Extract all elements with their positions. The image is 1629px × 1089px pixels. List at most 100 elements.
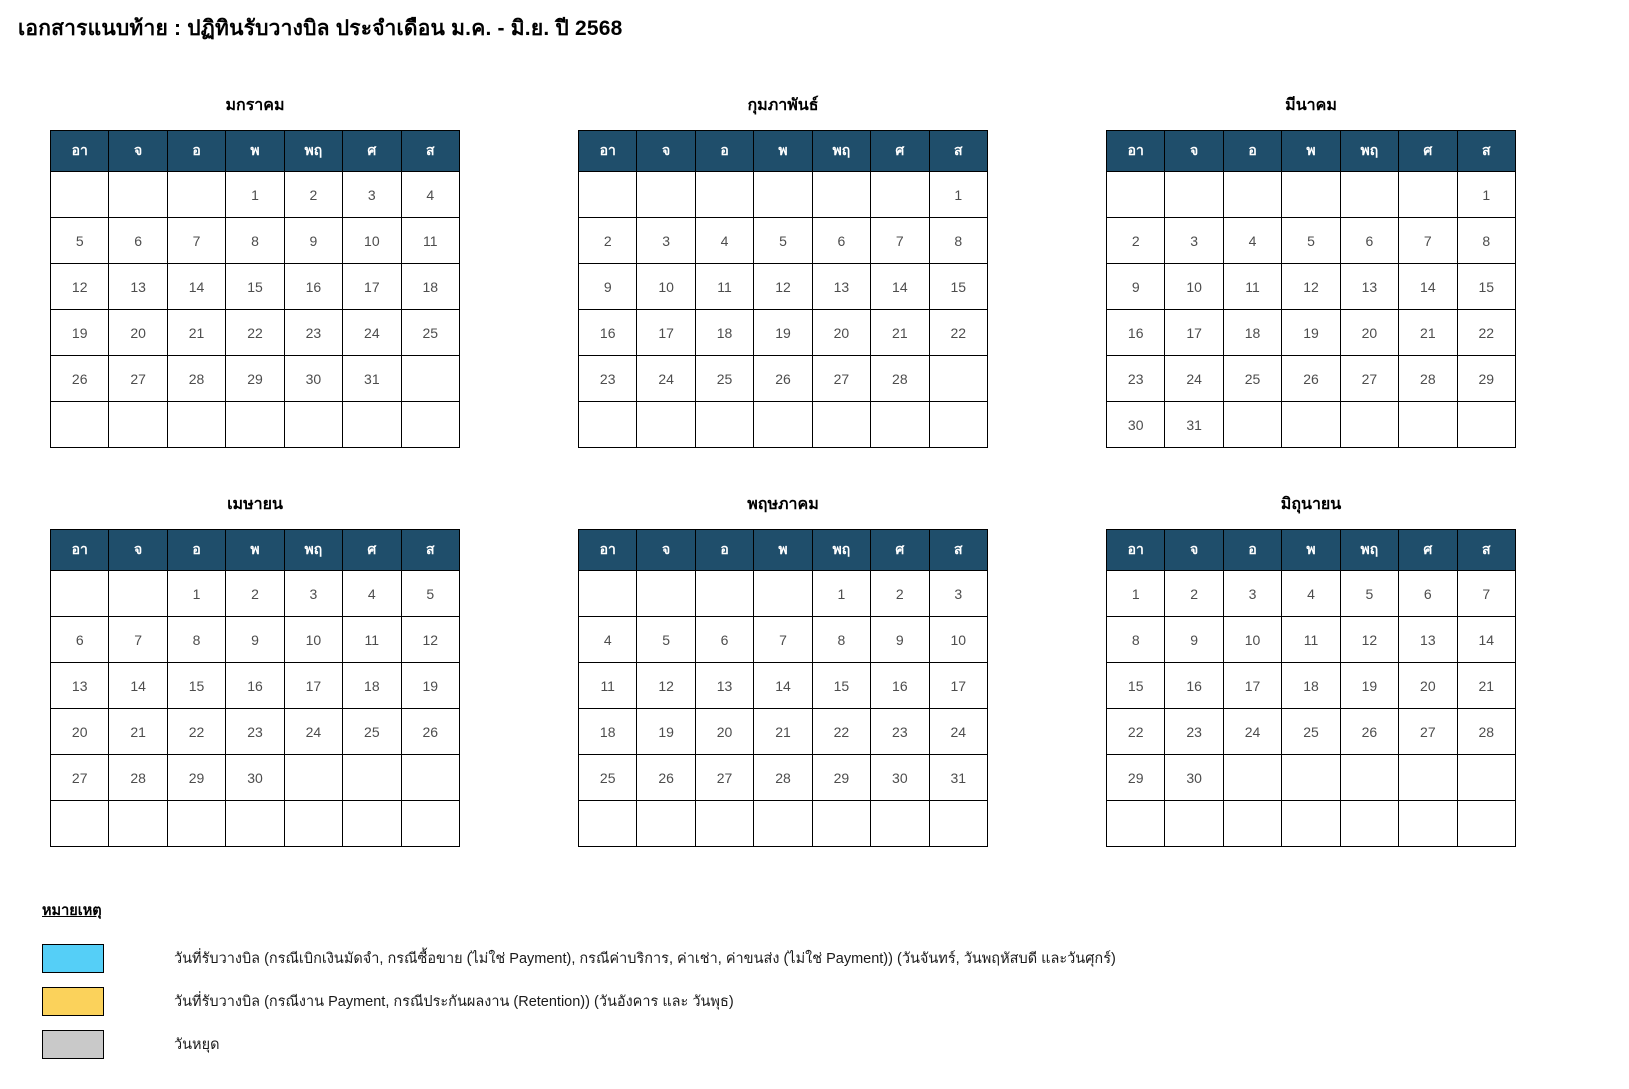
empty-cell	[108, 570, 168, 617]
empty-cell	[694, 401, 755, 448]
week-row: 9 10 11 12 13 14 15	[1105, 263, 1517, 310]
month-title: มกราคม	[225, 97, 285, 114]
day-cell: 22	[1456, 309, 1517, 356]
empty-cell	[1398, 800, 1458, 847]
day-cell: 5	[1339, 570, 1400, 617]
day-cell: 2	[1164, 570, 1224, 617]
day-cell: 9	[1105, 263, 1166, 310]
day-cell: 13	[1339, 263, 1400, 310]
week-row: 23 24 25 26 27 28 29	[1105, 355, 1517, 402]
week-row: 18 19 20 21 22 23 24	[577, 708, 989, 755]
day-of-week-header: ส	[400, 130, 461, 172]
calendar-month-5: พฤษภาคม อาจอพพฤศส 1 2 3 4 5 6 7 8 9 10 11 12 13 14 15 16 1…	[577, 492, 989, 847]
day-cell: 30	[225, 754, 285, 801]
day-cell: 9	[283, 217, 344, 264]
day-cell: 18	[1222, 309, 1283, 356]
day-cell: 16	[1105, 309, 1166, 356]
day-cell: 26	[1339, 708, 1400, 755]
day-cell: 23	[870, 708, 930, 755]
day-cell: 24	[1222, 708, 1283, 755]
day-of-week-header: อ	[1222, 130, 1283, 172]
day-cell: 14	[108, 662, 168, 709]
day-cell: 15	[1105, 662, 1166, 709]
empty-cell	[166, 171, 227, 218]
week-row: 30 31	[1105, 401, 1517, 448]
empty-cell	[108, 171, 168, 218]
calendars-grid: มกราคมอาจอพพฤศส 1 2 3 4 5 6 7 8 9 10 11 12 13 14 15 16 17…	[49, 93, 1629, 847]
day-cell: 17	[342, 263, 402, 310]
legend-row-blue: วันที่รับวางบิล (กรณีเบิกเงินมัดจำ, กรณี…	[42, 944, 1629, 973]
empty-cell	[870, 800, 930, 847]
day-of-week-header: พฤ	[811, 529, 872, 571]
empty-cell	[1164, 800, 1224, 847]
day-cell: 6	[108, 217, 168, 264]
week-row: 26 27 28 29 30 31	[49, 355, 461, 402]
day-of-week-header: พฤ	[283, 529, 344, 571]
day-cell: 27	[694, 754, 755, 801]
day-cell: 28	[1398, 355, 1458, 402]
day-cell: 9	[1164, 616, 1224, 663]
day-cell: 10	[342, 217, 402, 264]
day-of-week-header: จ	[636, 130, 696, 172]
empty-cell	[753, 401, 813, 448]
empty-cell	[636, 570, 696, 617]
day-of-week-header: พฤ	[1339, 130, 1400, 172]
empty-cell	[1222, 401, 1283, 448]
day-cell: 30	[1164, 754, 1224, 801]
week-row	[1105, 800, 1517, 847]
day-cell: 20	[1398, 662, 1458, 709]
day-of-week-header: ศ	[342, 130, 402, 172]
day-cell: 8	[811, 616, 872, 663]
day-of-week-header: ศ	[1398, 130, 1458, 172]
legend-row-gray: วันหยุด	[42, 1030, 1629, 1059]
day-cell: 29	[166, 754, 227, 801]
day-cell: 2	[870, 570, 930, 617]
legend-label: วันที่รับวางบิล (กรณีเบิกเงินมัดจำ, กรณี…	[174, 951, 1116, 967]
day-cell: 1	[225, 171, 285, 218]
week-row: 5 6 7 8 9 10 11	[49, 217, 461, 264]
empty-cell	[694, 570, 755, 617]
day-cell: 20	[694, 708, 755, 755]
day-cell: 8	[1456, 217, 1517, 264]
empty-cell	[342, 800, 402, 847]
month-table: อาจอพพฤศส 1 2 3 4 5 6 7 8 9 10 11 12 13 14 15 16 17 18 19 20…	[49, 529, 461, 847]
month-table: อาจอพพฤศส 1 2 3 4 5 6 7 8 9 10 11 12 13 14 15 16 17 18 19 20…	[1105, 130, 1517, 448]
day-cell: 4	[694, 217, 755, 264]
day-of-week-header: อา	[1105, 130, 1166, 172]
day-cell: 23	[577, 355, 638, 402]
week-row: 23 24 25 26 27 28	[577, 355, 989, 402]
day-cell: 22	[166, 708, 227, 755]
empty-cell	[753, 171, 813, 218]
day-cell: 4	[1222, 217, 1283, 264]
week-row	[577, 800, 989, 847]
day-cell: 19	[1281, 309, 1341, 356]
day-of-week-header: อ	[694, 130, 755, 172]
empty-cell	[694, 800, 755, 847]
empty-cell	[225, 800, 285, 847]
empty-cell	[1281, 171, 1341, 218]
week-row: 15 16 17 18 19 20 21	[1105, 662, 1517, 709]
empty-cell	[1456, 800, 1517, 847]
day-cell: 2	[283, 171, 344, 218]
day-cell: 11	[1281, 616, 1341, 663]
day-cell: 5	[753, 217, 813, 264]
day-cell: 25	[1281, 708, 1341, 755]
empty-cell	[1281, 754, 1341, 801]
day-cell: 25	[1222, 355, 1283, 402]
day-cell: 8	[225, 217, 285, 264]
empty-cell	[577, 570, 638, 617]
day-cell: 9	[870, 616, 930, 663]
empty-cell	[1222, 800, 1283, 847]
day-cell: 30	[283, 355, 344, 402]
month-table: อาจอพพฤศส 1 2 3 4 5 6 7 8 9 10 11 12 13 14 15 16 17 18 19 20…	[1105, 529, 1517, 847]
empty-cell	[694, 171, 755, 218]
day-cell: 14	[1398, 263, 1458, 310]
day-cell: 26	[1281, 355, 1341, 402]
empty-cell	[811, 800, 872, 847]
week-row: 16 17 18 19 20 21 22	[1105, 309, 1517, 356]
day-cell: 3	[928, 570, 989, 617]
day-cell: 13	[1398, 616, 1458, 663]
day-cell: 10	[283, 616, 344, 663]
